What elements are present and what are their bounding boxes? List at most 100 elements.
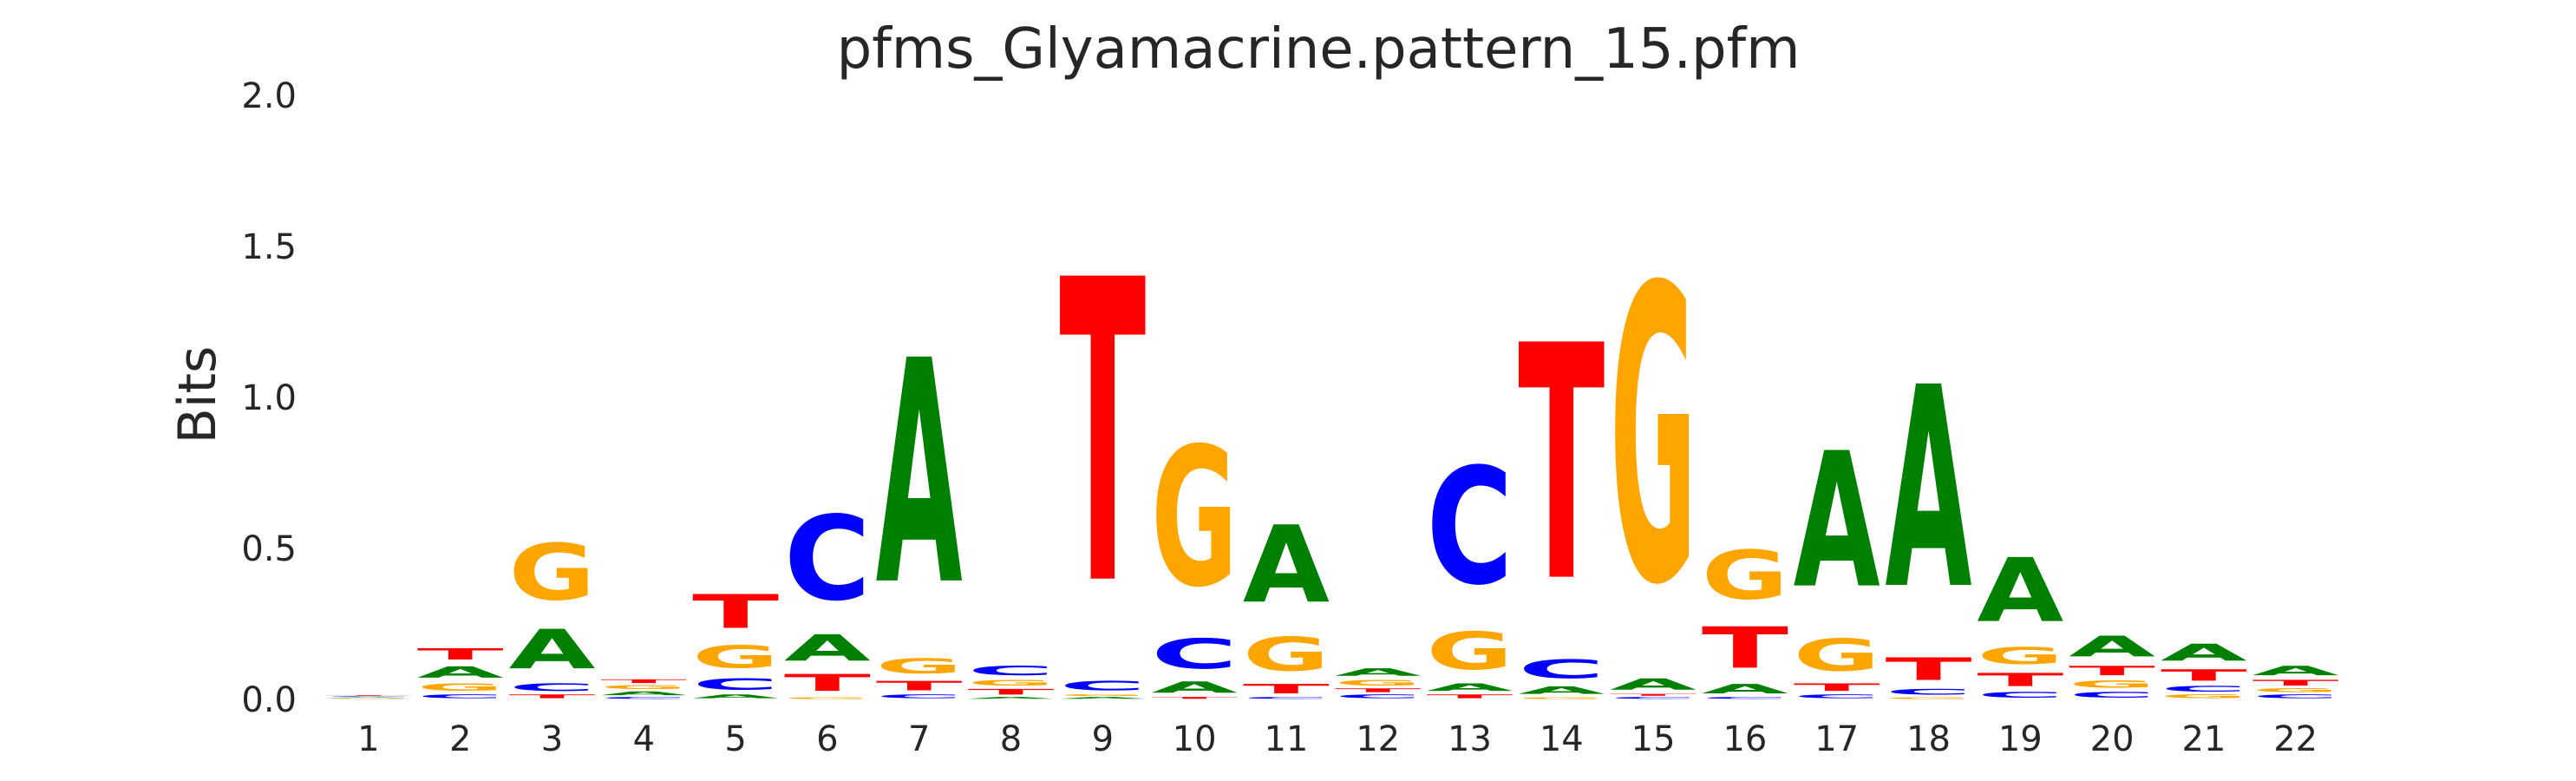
logo-letter-A: A	[1518, 685, 1605, 697]
x-tick-label: 11	[1264, 719, 1308, 759]
y-tick-label: 1.5	[241, 227, 297, 267]
x-tick-label: 19	[1998, 719, 2043, 759]
logo-letter-G: G	[1335, 679, 1422, 687]
logo-letter-C: C	[1243, 697, 1330, 699]
logo-letter-C: C	[1518, 654, 1605, 685]
logo-letter-A: A	[2069, 631, 2155, 664]
x-tick-label: 14	[1540, 719, 1584, 759]
x-tick-label: 21	[2181, 719, 2226, 759]
logo-letter-G: G	[1518, 697, 1605, 699]
x-tick-label: 20	[2090, 719, 2135, 759]
x-tick-label: 1	[357, 719, 379, 759]
logo-letter-A: A	[600, 691, 687, 697]
logo-letter-T: T	[876, 679, 963, 693]
logo-letter-A: A	[1886, 330, 1972, 651]
logo-letter-C: C	[1794, 693, 1880, 699]
x-tick-label: 12	[1356, 719, 1400, 759]
logo-letter-A: A	[325, 697, 412, 698]
logo-letter-C: C	[1427, 436, 1514, 621]
logo-letter-G: G	[1886, 697, 1972, 699]
logo-letter-T: T	[417, 645, 504, 663]
logo-letter-T: T	[1977, 669, 2063, 690]
x-tick-label: 17	[1814, 719, 1859, 759]
logo-letter-A: A	[1151, 679, 1238, 697]
logo-letter-C: C	[968, 663, 1055, 678]
logo-letter-A: A	[509, 618, 597, 681]
logo-letter-A: A	[968, 697, 1055, 699]
logo-letter-C: C	[1610, 697, 1697, 699]
logo-letter-C: C	[1335, 693, 1422, 699]
logo-letter-C: C	[1151, 630, 1238, 678]
logo-letter-T: T	[1335, 687, 1422, 693]
logo-letter-G: G	[2252, 687, 2339, 693]
logo-letter-C: C	[2252, 693, 2339, 699]
logo-letter-G: G	[1977, 642, 2063, 669]
logo-letter-T: T	[1518, 278, 1605, 653]
x-tick-label: 16	[1723, 719, 1767, 759]
x-tick-label: 4	[633, 719, 655, 759]
logo-letter-T: T	[784, 669, 871, 696]
logo-letter-C: C	[784, 491, 871, 627]
chart-title: pfms_Glyamacrine.pattern_15.pfm	[837, 17, 1801, 82]
x-tick-label: 15	[1631, 719, 1676, 759]
logo-letter-A: A	[876, 296, 964, 653]
logo-letter-T: T	[1059, 193, 1147, 677]
logo-letter-C: C	[508, 681, 595, 693]
logo-letter-T: T	[1886, 652, 1972, 687]
logo-letter-T: T	[509, 693, 596, 699]
logo-letter-T: T	[325, 695, 412, 696]
x-tick-label: 9	[1092, 719, 1114, 759]
logo-letter-A: A	[1977, 540, 2063, 642]
logo-letter-G: G	[2069, 679, 2155, 691]
logo-letter-T: T	[1794, 681, 1880, 693]
logo-letter-A: A	[417, 663, 504, 681]
logo-letter-C: C	[1059, 679, 1146, 693]
logo-letter-G: G	[1610, 203, 1697, 674]
y-axis-label: Bits	[167, 346, 228, 444]
y-tick-label: 0.0	[241, 680, 297, 720]
logo-letter-G: G	[1794, 630, 1880, 681]
logo-letter-G: G	[1059, 693, 1146, 696]
logo-letter-T: T	[1610, 693, 1697, 696]
logo-letter-T: T	[692, 586, 779, 640]
logo-letter-A: A	[784, 627, 871, 670]
logo-letter-G: G	[876, 654, 963, 679]
logo-letter-C: C	[1977, 691, 2063, 699]
logo-letter-A: A	[692, 693, 779, 699]
logo-letter-G: G	[1151, 407, 1238, 629]
logo-letter-T: T	[1243, 681, 1330, 696]
logo-letter-G: G	[784, 697, 871, 699]
logo-letter-G: G	[968, 679, 1055, 687]
x-tick-label: 7	[908, 719, 930, 759]
logo-letter-G: G	[692, 640, 779, 675]
logo-letter-G: G	[509, 528, 596, 619]
logo-letter-C: C	[325, 696, 412, 697]
x-tick-label: 8	[1000, 719, 1022, 759]
logo-letter-A: A	[1702, 681, 1788, 696]
logo-letter-C: C	[2069, 691, 2155, 699]
logo-letter-A: A	[1243, 503, 1330, 627]
logo-letter-C: C	[1702, 697, 1788, 699]
logo-letter-C: C	[417, 693, 504, 699]
x-axis-ticks: 1 2 3 4 5 6 7 8 9 10 11 12 13 14 15 16 17 18 19 20 21 22	[357, 719, 2318, 759]
logo-letter-C: C	[692, 675, 779, 693]
y-tick-label: 1.0	[241, 378, 297, 418]
logo-letter-T: T	[1702, 615, 1788, 681]
logo-letter-A: A	[2252, 663, 2339, 678]
logo-letter-G: G	[417, 681, 504, 693]
x-tick-label: 10	[1173, 719, 1217, 759]
y-tick-label: 0.5	[241, 529, 297, 569]
x-tick-label: 18	[1906, 719, 1951, 759]
logo-letter-A: A	[2161, 640, 2247, 666]
logo-letter-A: A	[1427, 681, 1514, 693]
logo-letter-T: T	[1427, 693, 1514, 699]
logo-letter-T: T	[2252, 679, 2339, 687]
x-tick-label: 3	[541, 719, 563, 759]
x-tick-label: 6	[816, 719, 838, 759]
logo-letter-A: A	[1059, 697, 1146, 699]
logo-letter-G: G	[600, 685, 687, 691]
x-tick-label: 5	[724, 719, 746, 759]
y-tick-label: 2.0	[241, 76, 297, 116]
